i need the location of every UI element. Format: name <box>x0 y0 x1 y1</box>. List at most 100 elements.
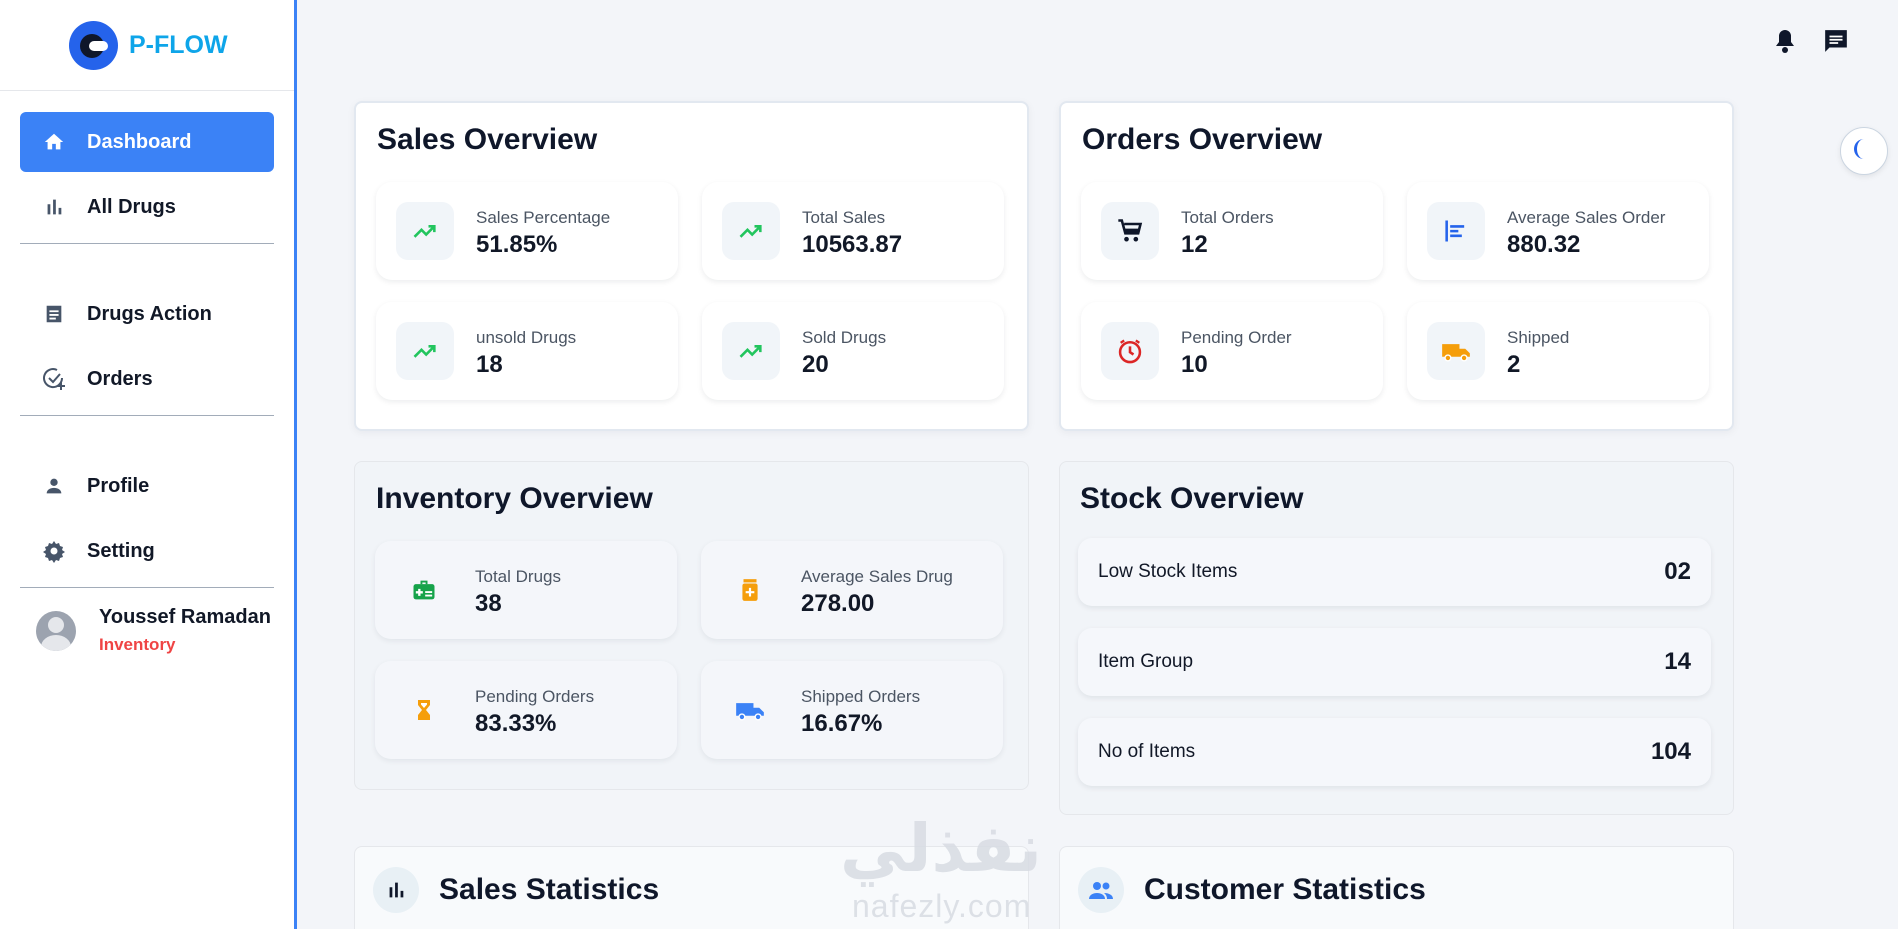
sidebar-nav: Dashboard All Drugs Drugs Action Orders <box>0 91 294 588</box>
stat-card: Sales Percentage 51.85% <box>376 182 678 280</box>
clock-icon <box>1101 322 1159 380</box>
stat-card: Total Sales 10563.87 <box>702 182 1004 280</box>
stat-value: 18 <box>476 351 503 378</box>
stat-card: Average Sales Drug 278.00 <box>701 541 1003 639</box>
bar-chart-icon <box>42 195 66 219</box>
stat-label: Sales Percentage <box>476 208 611 227</box>
avatar <box>36 610 76 651</box>
trending-up-icon <box>396 322 454 380</box>
sidebar-item-label: Orders <box>87 367 153 390</box>
stock-row-no-of-items[interactable]: No of Items 104 <box>1078 718 1711 786</box>
truck-icon <box>721 681 779 739</box>
sidebar-item-label: Dashboard <box>87 130 192 153</box>
stat-label: Pending Orders <box>475 687 595 706</box>
stat-card: Pending Orders 83.33% <box>375 661 677 759</box>
inventory-overview-panel: Inventory Overview Total Drugs 38 Averag… <box>354 461 1029 790</box>
panel-title: Stock Overview <box>1080 482 1304 515</box>
stat-value: 38 <box>475 590 502 617</box>
cart-icon <box>1101 202 1159 260</box>
gear-icon <box>42 539 66 563</box>
sidebar-item-label: Drugs Action <box>87 302 212 325</box>
stat-value: 20 <box>802 351 829 378</box>
stock-label: Low Stock Items <box>1098 561 1238 582</box>
stat-card: Total Orders 12 <box>1081 182 1383 280</box>
medical-kit-icon <box>395 561 453 619</box>
sidebar-item-dashboard[interactable]: Dashboard <box>20 112 274 172</box>
moon-icon <box>1852 137 1876 166</box>
panel-title: Customer Statistics <box>1144 873 1426 906</box>
stat-value: 16.67% <box>801 710 883 737</box>
stock-value: 104 <box>1650 738 1691 765</box>
stock-row-item-group[interactable]: Item Group 14 <box>1078 628 1711 696</box>
trending-up-icon <box>722 322 780 380</box>
sidebar-item-orders[interactable]: Orders <box>20 349 274 409</box>
brand-logo-icon <box>69 20 118 70</box>
sidebar-item-label: All Drugs <box>87 195 176 218</box>
sidebar-item-profile[interactable]: Profile <box>20 456 274 516</box>
stock-value: 14 <box>1664 648 1691 675</box>
hourglass-icon <box>395 681 453 739</box>
brand[interactable]: P-FLOW <box>0 0 294 91</box>
stat-label: Average Sales Order <box>1507 208 1666 227</box>
stat-label: Total Sales <box>802 208 886 227</box>
bar-chart-icon <box>373 867 419 913</box>
stat-label: unsold Drugs <box>476 328 577 347</box>
stat-value: 880.32 <box>1507 231 1581 258</box>
panel-title: Sales Statistics <box>439 873 660 906</box>
stat-value: 10 <box>1181 351 1208 378</box>
stat-card: Sold Drugs 20 <box>702 302 1004 400</box>
stat-value: 12 <box>1181 231 1208 258</box>
stock-label: Item Group <box>1098 651 1194 672</box>
stock-value: 02 <box>1664 558 1691 585</box>
user-role: Inventory <box>99 635 176 654</box>
home-icon <box>42 130 66 154</box>
person-icon <box>42 474 66 498</box>
sidebar-item-setting[interactable]: Setting <box>20 521 274 581</box>
sidebar-item-drugs-action[interactable]: Drugs Action <box>20 284 274 344</box>
document-icon <box>42 302 66 326</box>
stat-label: Total Orders <box>1181 208 1274 227</box>
stock-overview-panel: Stock Overview Low Stock Items 02 Item G… <box>1059 461 1734 815</box>
stat-card: Pending Order 10 <box>1081 302 1383 400</box>
panel-title: Orders Overview <box>1082 123 1323 156</box>
stat-value: 83.33% <box>475 710 557 737</box>
stock-label: No of Items <box>1098 741 1196 762</box>
theme-toggle-button[interactable] <box>1840 127 1888 175</box>
stat-label: Average Sales Drug <box>801 567 953 586</box>
check-plus-icon <box>42 367 66 391</box>
trending-up-icon <box>722 202 780 260</box>
divider <box>20 243 274 244</box>
brand-name: P-FLOW <box>129 30 228 59</box>
panel-title: Inventory Overview <box>376 482 653 515</box>
sidebar-item-label: Setting <box>87 539 155 562</box>
chat-icon[interactable] <box>1823 28 1849 59</box>
stat-label: Shipped <box>1507 328 1570 347</box>
stat-card: Average Sales Order 880.32 <box>1407 182 1709 280</box>
stat-value: 2 <box>1507 351 1521 378</box>
sales-statistics-panel: Sales Statistics <box>354 846 1029 929</box>
sidebar-item-label: Profile <box>87 474 150 497</box>
align-left-icon <box>1427 202 1485 260</box>
sidebar: P-FLOW Dashboard All Drugs Drugs Action <box>0 0 297 929</box>
sidebar-item-all-drugs[interactable]: All Drugs <box>20 177 274 237</box>
people-icon <box>1078 867 1124 913</box>
stock-row-low-stock[interactable]: Low Stock Items 02 <box>1078 538 1711 606</box>
orders-overview-panel: Orders Overview Total Orders 12 Average … <box>1059 101 1734 431</box>
stat-value: 51.85% <box>476 231 558 258</box>
truck-icon <box>1427 322 1485 380</box>
stat-card: Shipped Orders 16.67% <box>701 661 1003 759</box>
divider <box>20 415 274 416</box>
divider <box>20 587 274 588</box>
stat-card: Total Drugs 38 <box>375 541 677 639</box>
stat-label: Shipped Orders <box>801 687 921 706</box>
medicine-bottle-icon <box>721 561 779 619</box>
bell-icon[interactable] <box>1773 28 1797 59</box>
stat-label: Sold Drugs <box>802 328 887 347</box>
user-name: Youssef Ramadan <box>99 606 271 628</box>
user-card[interactable]: Youssef Ramadan Inventory <box>0 606 294 655</box>
stat-label: Pending Order <box>1181 328 1292 347</box>
sales-overview-panel: Sales Overview Sales Percentage 51.85% T… <box>354 101 1029 431</box>
stat-value: 10563.87 <box>802 231 903 258</box>
customer-statistics-panel: Customer Statistics <box>1059 846 1734 929</box>
stat-card: Shipped 2 <box>1407 302 1709 400</box>
